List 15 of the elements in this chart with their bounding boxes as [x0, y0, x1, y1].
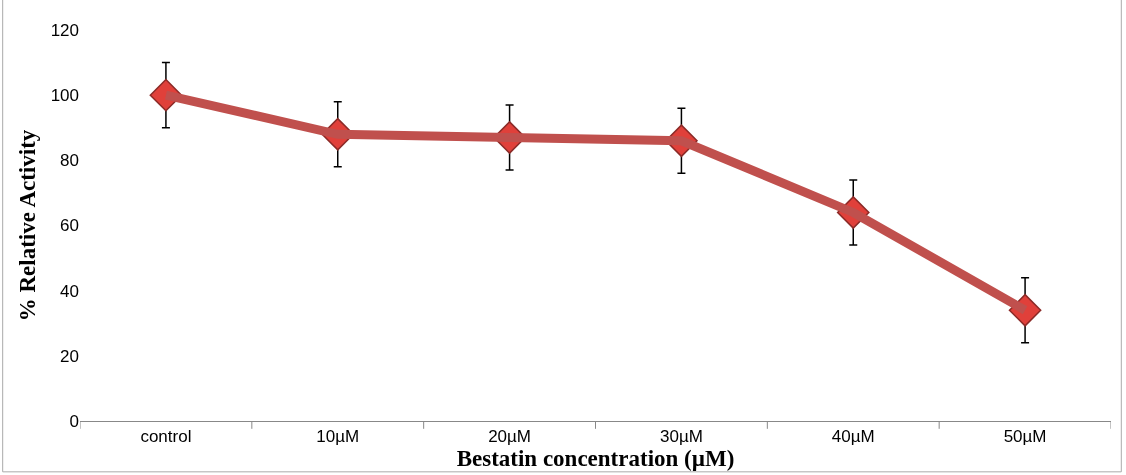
y-tick-label: 80	[60, 151, 79, 171]
y-axis-title: % Relative Activity	[15, 129, 41, 322]
x-axis-title: Bestatin concentration (µM)	[456, 446, 735, 472]
y-tick-label: 0	[69, 411, 79, 431]
x-tick-label: 40µM	[831, 427, 875, 447]
x-tick-label: 20µM	[488, 427, 532, 447]
y-tick-label: 120	[50, 20, 79, 40]
x-tick-label: control	[140, 427, 192, 447]
x-tick-label: 30µM	[659, 427, 703, 447]
y-tick-label: 100	[50, 86, 79, 106]
y-tick-label: 40	[60, 281, 79, 301]
x-tick-label: 10µM	[316, 427, 360, 447]
y-tick-label: 20	[60, 346, 79, 366]
y-tick-label: 60	[60, 216, 79, 236]
x-tick-label: 50µM	[1003, 427, 1047, 447]
